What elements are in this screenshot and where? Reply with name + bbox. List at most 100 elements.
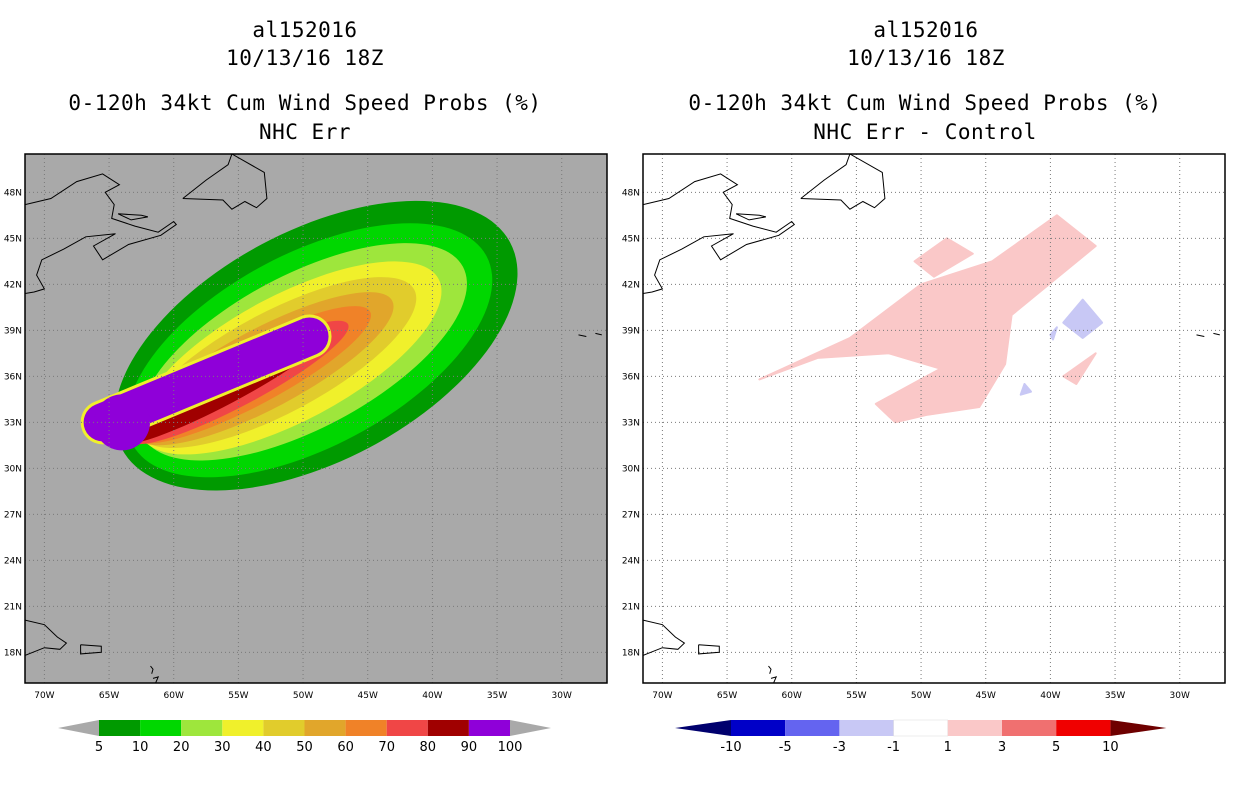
- right-colorbar-swatch: [893, 719, 949, 737]
- left-coastline-pr: [80, 644, 102, 655]
- right-colorbar-swatch: [731, 720, 786, 736]
- right-colorbar-right-arrow: [1110, 720, 1167, 736]
- left-colorbar-left-arrow: [58, 720, 99, 736]
- left-lat-tick-label: 18N: [4, 648, 22, 658]
- right-coastline-lesser: [768, 665, 772, 674]
- right-lon-tick-label: 55W: [846, 691, 866, 701]
- left-colorbar-label: 10: [132, 740, 149, 755]
- left-subtitle: NHC Err: [258, 120, 351, 144]
- right-map-background: [643, 154, 1225, 683]
- right-storm-id: al152016: [873, 18, 979, 42]
- right-colorbar-label: 3: [998, 740, 1006, 755]
- left-coastline-pei: [117, 213, 149, 221]
- right-coastline-az_a: [1196, 334, 1205, 337]
- left-colorbar-label: 60: [337, 740, 354, 755]
- left-map-layer: [25, 154, 607, 683]
- right-coastline-cuba: [643, 619, 686, 656]
- right-coastline-canada: [643, 173, 796, 294]
- right-title: 0-120h 34kt Cum Wind Speed Probs (%): [688, 91, 1162, 115]
- right-map-frame: [642, 153, 1226, 684]
- left-colorbar-swatch: [181, 720, 223, 736]
- left-datetime: 10/13/16 18Z: [226, 46, 384, 70]
- left-colorbar-swatch: [99, 720, 141, 736]
- left-colorbar-swatch: [140, 720, 182, 736]
- left-lon-tick-label: 35W: [487, 691, 507, 701]
- left-coastline-az_a: [578, 334, 587, 337]
- right-diff-region-1: [913, 237, 974, 278]
- right-colorbar-label: 1: [944, 740, 952, 755]
- right-coastline-pei: [735, 213, 767, 221]
- left-colorbar-swatch: [222, 720, 264, 736]
- right-colorbar-swatch: [1002, 720, 1057, 736]
- left-coastline-az_b: [595, 332, 602, 336]
- right-diff-region-3: [1062, 298, 1104, 339]
- right-lon-tick-label: 30W: [1170, 691, 1190, 701]
- right-lat-tick-label: 33N: [622, 418, 640, 428]
- right-subtitle: NHC Err - Control: [813, 120, 1037, 144]
- left-colorbar-swatch: [386, 720, 428, 736]
- left-colorbar-label: 5: [95, 740, 103, 755]
- left-colorbar-swatch: [427, 720, 469, 736]
- left-coastline-nfld: [182, 154, 268, 210]
- left-lon-tick-label: 55W: [228, 691, 248, 701]
- right-colorbar-label: 5: [1052, 740, 1060, 755]
- left-lat-tick-label: 21N: [4, 602, 22, 612]
- right-lon-tick-label: 45W: [976, 691, 996, 701]
- right-diff-region-0: [758, 214, 1097, 424]
- left-title: 0-120h 34kt Cum Wind Speed Probs (%): [68, 91, 542, 115]
- left-colorbar-label: 50: [296, 740, 313, 755]
- right-datetime: 10/13/16 18Z: [847, 46, 1005, 70]
- left-lat-tick-label: 48N: [4, 188, 22, 198]
- right-lat-tick-label: 45N: [622, 234, 640, 244]
- right-colorbar-swatch: [839, 720, 894, 736]
- left-lon-tick-label: 60W: [164, 691, 184, 701]
- right-lat-tick-label: 36N: [622, 372, 640, 382]
- left-lat-tick-label: 24N: [4, 556, 22, 566]
- right-lon-tick-label: 40W: [1040, 691, 1060, 701]
- left-lon-tick-label: 65W: [99, 691, 119, 701]
- right-coastline-az_b: [1213, 332, 1220, 336]
- left-colorbar-swatch: [263, 720, 305, 736]
- right-colorbar-swatch: [947, 720, 1002, 736]
- right-colorbar-swatch: [1056, 720, 1111, 736]
- left-colorbar-swatch: [468, 720, 510, 736]
- right-colorbar-label: -10: [720, 740, 741, 755]
- right-colorbar-label: 10: [1102, 740, 1119, 755]
- left-lat-tick-label: 27N: [4, 510, 22, 520]
- left-coastline-guad: [152, 676, 160, 683]
- right-lon-tick-label: 65W: [717, 691, 737, 701]
- right-lat-tick-label: 48N: [622, 188, 640, 198]
- right-lat-tick-label: 18N: [622, 648, 640, 658]
- right-lon-tick-label: 60W: [782, 691, 802, 701]
- right-colorbar-swatch: [785, 720, 840, 736]
- right-colorbar-label: -1: [887, 740, 900, 755]
- left-lon-tick-label: 50W: [293, 691, 313, 701]
- right-lon-tick-label: 35W: [1105, 691, 1125, 701]
- left-colorbar-label: 30: [214, 740, 231, 755]
- left-lat-tick-label: 39N: [4, 326, 22, 336]
- left-colorbar-label: 40: [255, 740, 272, 755]
- right-diff-region-5: [1019, 383, 1032, 396]
- left-colorbar-label: 90: [461, 740, 478, 755]
- right-colorbar-label: -5: [779, 740, 792, 755]
- right-coastline-pr: [698, 644, 720, 655]
- right-lat-tick-label: 21N: [622, 602, 640, 612]
- left-lat-tick-label: 45N: [4, 234, 22, 244]
- right-lat-tick-label: 30N: [622, 464, 640, 474]
- left-colorbar-label: 70: [378, 740, 395, 755]
- right-coastline-nfld: [800, 154, 886, 210]
- left-lat-tick-label: 33N: [4, 418, 22, 428]
- left-coastline-canada: [25, 173, 178, 294]
- right-map-layer: [643, 154, 1225, 683]
- left-coastline-cuba: [25, 619, 68, 656]
- left-map-frame: [24, 153, 608, 684]
- right-lat-tick-label: 42N: [622, 280, 640, 290]
- right-colorbar-left-arrow: [675, 720, 731, 736]
- right-colorbar-label: -3: [833, 740, 846, 755]
- left-colorbar-label: 80: [420, 740, 437, 755]
- left-colorbar-right-arrow: [510, 720, 551, 736]
- left-colorbar-swatch: [304, 720, 346, 736]
- right-lat-tick-label: 27N: [622, 510, 640, 520]
- right-lon-tick-label: 50W: [911, 691, 931, 701]
